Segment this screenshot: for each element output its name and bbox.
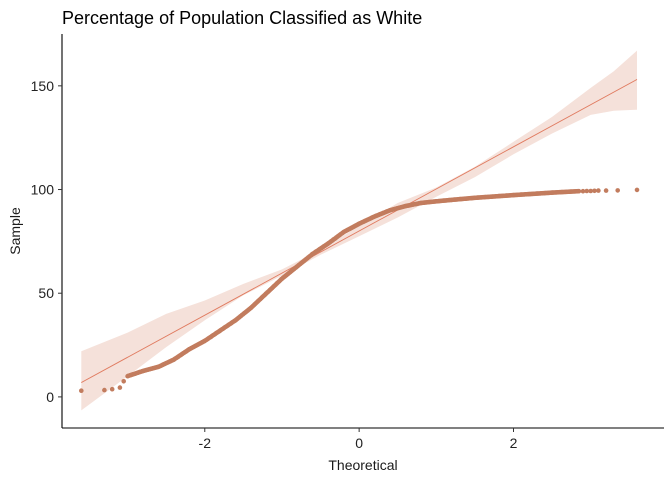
x-tick-label: 2 xyxy=(510,435,518,451)
x-tick-label: -2 xyxy=(199,435,212,451)
sample-point xyxy=(102,387,107,393)
sample-point xyxy=(576,188,582,194)
sample-point xyxy=(79,388,84,394)
reference-line-layer xyxy=(81,79,638,383)
axes-layer xyxy=(61,34,664,429)
sample-point xyxy=(615,188,620,193)
sample-point xyxy=(580,188,586,194)
sample-point xyxy=(117,385,123,390)
y-tick-label: 50 xyxy=(38,285,54,301)
x-tick-label: 0 xyxy=(355,435,363,451)
chart-title: Percentage of Population Classified as W… xyxy=(62,8,422,28)
y-axis-title: Sample xyxy=(7,207,23,255)
sample-point xyxy=(634,187,640,193)
sample-point xyxy=(592,188,597,194)
reference-line xyxy=(81,79,638,383)
sample-point xyxy=(596,188,601,193)
sample-point xyxy=(584,188,590,194)
sample-points-layer xyxy=(79,187,640,394)
sample-point xyxy=(603,188,609,193)
y-tick-label: 150 xyxy=(31,78,55,94)
y-tick-label: 100 xyxy=(31,182,55,198)
sample-point xyxy=(121,379,126,384)
sample-point xyxy=(109,386,115,392)
ticks-layer: -2 0 2 0 50 100 150 xyxy=(31,78,518,451)
x-axis-title: Theoretical xyxy=(328,457,397,473)
y-tick-label: 0 xyxy=(46,389,54,405)
sample-point xyxy=(588,188,593,194)
